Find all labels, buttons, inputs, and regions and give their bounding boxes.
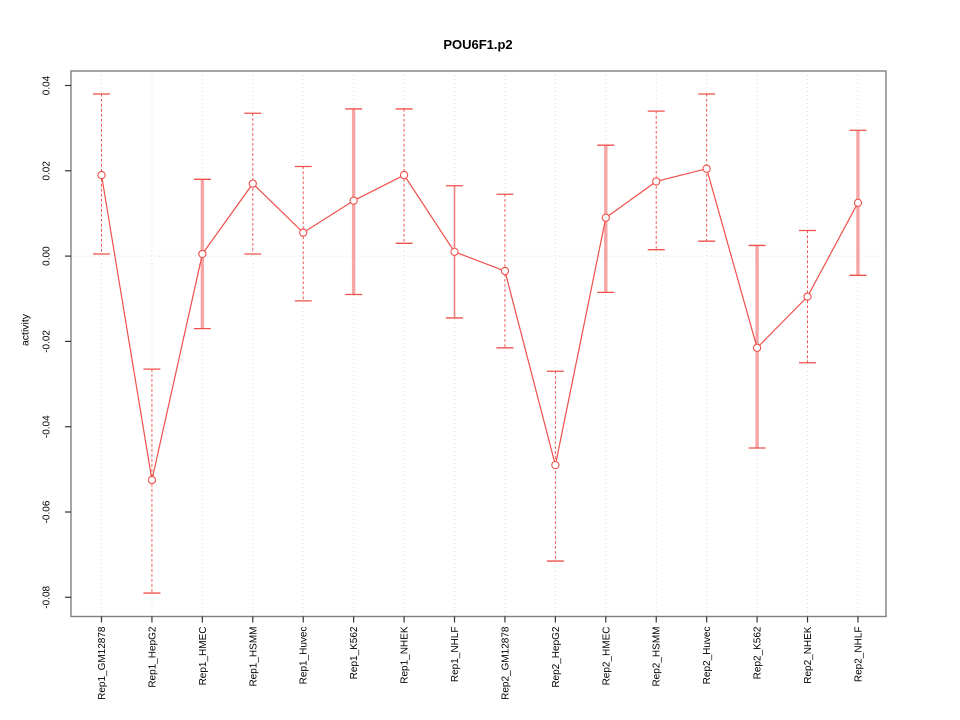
data-point <box>551 460 560 470</box>
plot-box <box>70 70 887 618</box>
series-line <box>100 167 859 481</box>
y-tick-label: -0.06 <box>42 500 53 523</box>
y-axis: 0.04 0.02 0.00 -0.02 -0.04 -0.06 -0.08 <box>42 75 71 609</box>
x-tick-label: Rep2_HSMM <box>652 627 663 687</box>
plot-border <box>70 70 887 618</box>
x-tick-label: Rep2_K562 <box>753 626 764 679</box>
data-point <box>198 249 207 259</box>
x-tick-label: Rep1_NHLF <box>450 627 461 683</box>
data-point <box>299 228 308 237</box>
data-point <box>147 475 157 485</box>
data-point <box>248 179 257 188</box>
data-point <box>450 247 459 256</box>
y-tick-label: 0.02 <box>42 161 53 181</box>
x-tick-label: Rep2_GM12878 <box>500 626 511 700</box>
data-point <box>500 266 510 276</box>
chart-title: POU6F1.p2 <box>443 37 512 52</box>
x-tick-label: Rep1_HMEC <box>198 627 209 686</box>
x-tick-label: Rep2_NHEK <box>803 626 814 684</box>
data-point <box>601 213 610 222</box>
data-point <box>399 170 409 180</box>
x-tick-label: Rep1_K562 <box>349 626 360 679</box>
data-point <box>853 198 863 207</box>
y-tick-label: 0.04 <box>42 75 53 95</box>
x-tick-label: Rep1_NHEK <box>400 626 411 684</box>
x-tick-label: Rep1_HSMM <box>248 627 259 687</box>
gridlines <box>71 71 886 617</box>
data-point <box>97 170 106 180</box>
x-tick-label: Rep2_HMEC <box>601 627 612 686</box>
error-bars <box>93 93 867 594</box>
y-axis-title: activity <box>20 313 32 346</box>
x-tick-label: Rep2_HepG2 <box>551 626 562 688</box>
data-points <box>97 164 863 485</box>
y-tick-label: -0.08 <box>42 585 53 608</box>
series-polyline <box>100 167 859 481</box>
x-tick-label: Rep1_Huvec <box>299 627 310 685</box>
x-tick-label: Rep1_GM12878 <box>97 626 108 700</box>
x-tick-label: Rep2_Huvec <box>702 627 713 685</box>
data-point <box>803 292 812 301</box>
y-tick-label: -0.04 <box>42 415 53 438</box>
data-point <box>652 177 661 186</box>
y-tick-label: -0.02 <box>42 330 53 353</box>
data-point <box>752 343 762 352</box>
x-tick-label: Rep2_NHLF <box>853 627 864 683</box>
y-tick-label: 0.00 <box>42 246 53 266</box>
data-point <box>702 164 711 173</box>
x-tick-label: Rep1_HepG2 <box>147 626 158 688</box>
x-axis: Rep1_GM12878 Rep1_HepG2 Rep1_HMEC Rep1_HSMM… <box>97 616 864 700</box>
data-point <box>349 196 358 205</box>
